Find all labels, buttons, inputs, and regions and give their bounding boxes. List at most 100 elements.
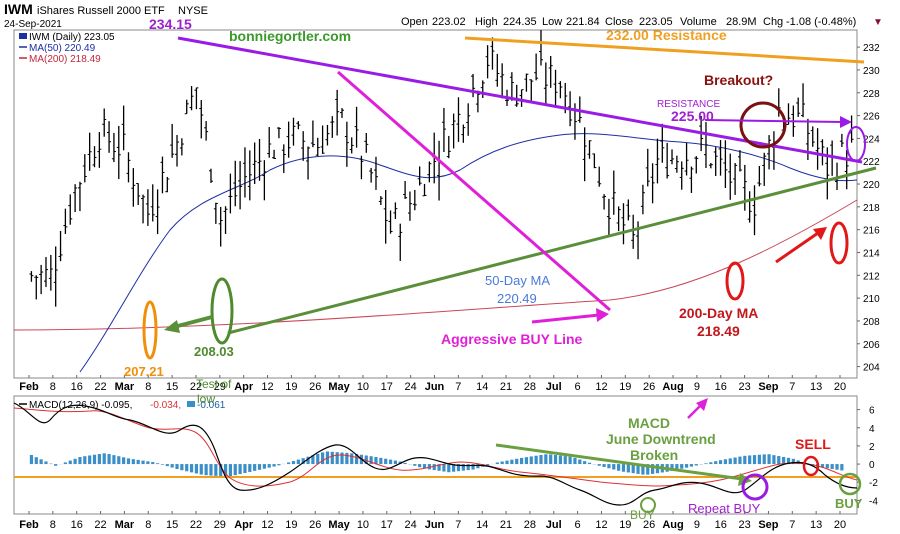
price-bar: [48, 254, 53, 291]
macd-hist-bar: [466, 464, 470, 471]
macd-hist-bar: [126, 458, 131, 465]
macd-hist-bar: [185, 464, 189, 472]
buy-circle-sep: [838, 472, 862, 496]
macd-y-tick-label: 0: [869, 460, 875, 471]
price-bar: [713, 147, 718, 177]
macd-hist-bar: [820, 464, 825, 468]
macd-hist-bar: [767, 454, 771, 465]
macd-hist-bar: [723, 459, 727, 465]
y-tick-label: 210: [863, 294, 880, 305]
y-tick-label: 222: [863, 157, 880, 168]
y-axis-price: 204 206 208 210 212 214 216 218 220 222 224 226 228 2…: [857, 43, 880, 374]
macd-hist-bar: [631, 464, 635, 474]
exchange-label: NYSE: [178, 5, 208, 17]
price-bar: [446, 135, 451, 159]
price-bar: [703, 122, 708, 168]
macd-hist-bar: [204, 464, 208, 476]
price-bar: [466, 103, 471, 136]
price-bar: [461, 124, 466, 143]
price-bar: [160, 156, 165, 194]
macd-hist-bar: [340, 452, 344, 465]
price-bar: [538, 30, 543, 66]
price-bar: [344, 121, 349, 167]
price-bar: [747, 191, 752, 223]
macd-hist-bar: [248, 464, 252, 472]
macd-hist-bar: [301, 458, 305, 465]
low-sep-oval: [829, 221, 849, 265]
macd-y-tick-label: -4: [869, 496, 878, 507]
macd-hist-bar: [189, 464, 194, 473]
price-bar: [87, 132, 92, 171]
x-tick-label: 28: [524, 381, 536, 393]
price-bar: [417, 166, 422, 186]
watermark: bonniegortler.com: [229, 28, 351, 44]
price-bar: [364, 132, 369, 153]
price-bar: [189, 86, 194, 111]
macd-hist-bar: [534, 455, 538, 465]
price-bar: [165, 176, 170, 193]
macd-hist-bar: [573, 457, 577, 465]
macd-hist-bar: [549, 454, 553, 465]
x-tick-label: May: [328, 519, 350, 531]
macd-hist-bar: [403, 462, 407, 465]
aggressive-buy-label: Aggressive BUY Line: [441, 331, 583, 347]
price-bar: [145, 189, 150, 226]
macd-hist-bar: [131, 459, 135, 465]
price-bar: [325, 124, 330, 146]
macd-hist-bar: [432, 464, 436, 471]
price-bar: [403, 180, 408, 199]
macd-hist-bar: [277, 464, 281, 466]
macd-hist-bar: [626, 464, 630, 473]
price-bar: [301, 131, 306, 161]
macd-hist-bar: [835, 464, 839, 470]
price-bar: [320, 125, 325, 154]
price-bar: [378, 196, 383, 205]
price-bar: [475, 90, 480, 113]
macd-hist-bar: [345, 452, 349, 465]
price-bar: [223, 206, 228, 234]
macd-hist-bar: [92, 454, 97, 465]
low-207-oval: [142, 300, 158, 360]
x-tick-label: 14: [476, 519, 488, 531]
macd-hist-bar: [641, 464, 645, 475]
macd-hist-bar: [757, 454, 761, 465]
resistance-test-oval: [846, 126, 866, 162]
x-tick-label: 21: [500, 519, 512, 531]
macd-hist-bar: [495, 462, 499, 465]
macd-hist-bar: [786, 457, 791, 465]
price-bar: [310, 120, 315, 148]
x-tick-label: 12: [261, 381, 273, 393]
price-bar: [335, 89, 340, 136]
macd-hist-bar: [704, 463, 708, 465]
price-bar: [616, 206, 621, 232]
price-bar: [73, 184, 78, 213]
macd-hist-bar: [44, 461, 48, 465]
macd-hist-bar: [117, 456, 121, 465]
macd-hist-bar: [39, 459, 43, 465]
price-legend: IWM (Daily) 223.05 MA(50) 220.49 MA(200)…: [19, 32, 115, 65]
price-bar: [175, 135, 180, 167]
chart-date: 24-Sep-2021: [4, 19, 62, 30]
y-tick-label: 226: [863, 112, 880, 123]
macd-hist-bar: [510, 459, 514, 465]
macd-hist-bar: [612, 464, 616, 470]
low-label: Low: [542, 16, 562, 28]
macd-histogram: [29, 451, 844, 477]
macd-hist-bar: [544, 454, 548, 465]
close-value: 223.05: [639, 16, 673, 28]
macd-note-3: Broken: [630, 447, 678, 463]
price-bar: [291, 117, 296, 146]
y-tick-label: 230: [863, 66, 880, 77]
x-tick-label: 22: [190, 381, 202, 393]
resistance-232-label: 232.00 Resistance: [606, 27, 727, 43]
x-tick-label: 20: [834, 519, 846, 531]
macd-hist-bar: [151, 462, 155, 465]
x-tick-label: 22: [94, 519, 106, 531]
symbol-label: IWM: [4, 1, 33, 17]
macd-hist-bar: [748, 455, 752, 465]
price-bar: [456, 97, 461, 142]
macd-hist-bar: [709, 462, 713, 465]
x-tick-label: 17: [381, 381, 393, 393]
macd-hist-bar: [651, 464, 655, 474]
price-bar: [500, 63, 505, 99]
